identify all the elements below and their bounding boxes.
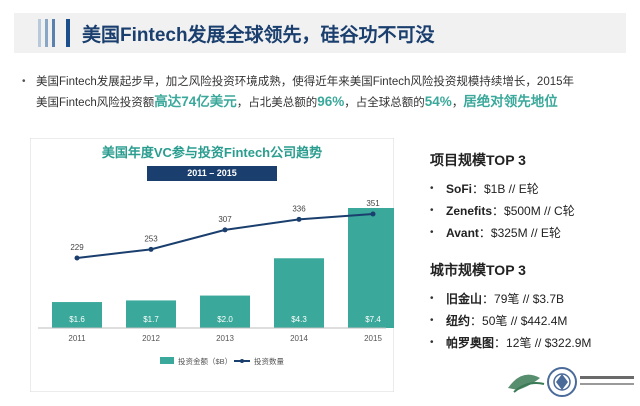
footer-logos	[504, 364, 636, 400]
chart-subtitle: 2011 – 2015	[147, 166, 277, 181]
bar	[200, 295, 250, 328]
bullet-icon: •	[430, 293, 434, 304]
count-point	[296, 216, 302, 222]
count-point	[370, 211, 376, 217]
city-name: 纽约	[446, 314, 471, 328]
intro-highlight-leading: 居绝对领先地位	[463, 94, 558, 109]
project-name: Zenefits	[446, 204, 493, 218]
bar-value-label: $1.6	[69, 315, 85, 324]
title-accent-bar	[66, 19, 70, 47]
bullet-icon: •	[430, 337, 434, 348]
x-tick-label: 2013	[216, 334, 234, 343]
x-tick-label: 2011	[68, 334, 86, 343]
count-value-label: 253	[144, 234, 158, 243]
bar	[126, 300, 176, 328]
bar	[348, 208, 394, 328]
bar-value-label: $2.0	[217, 315, 233, 324]
intro-bullet-icon: •	[22, 76, 26, 87]
list-item: • Avant：$325M // E轮	[430, 222, 630, 244]
project-detail: ：$500M // C轮	[492, 204, 575, 218]
city-name: 旧金山	[446, 292, 483, 306]
legend-swatch-amount	[160, 357, 174, 364]
list-item: • 帕罗奥图：12笔 // $322.9M	[430, 332, 630, 354]
top-cities-heading: 城市规模TOP 3	[430, 262, 526, 278]
bar-value-label: $1.7	[143, 315, 159, 324]
count-point	[74, 255, 80, 261]
city-detail: ：12笔 // $322.9M	[494, 336, 592, 350]
legend-label-amount: 投资金额（$B）	[178, 356, 232, 366]
institute-emblem-icon	[547, 367, 577, 397]
x-tick-label: 2012	[142, 334, 160, 343]
intro-text: 美国Fintech风险投资额	[36, 97, 155, 109]
bullet-icon: •	[430, 205, 434, 216]
intro-line-2: 美国Fintech风险投资额高达74亿美元，占北美总额的96%，占全球总额的54…	[36, 92, 616, 113]
top-projects-heading: 项目规模TOP 3	[430, 152, 526, 168]
count-value-label: 351	[366, 199, 380, 208]
x-tick-label: 2014	[290, 334, 308, 343]
project-detail: ：$1B // E轮	[472, 182, 539, 196]
count-value-label: 307	[218, 215, 232, 224]
slide-title: 美国Fintech发展全球领先，硅谷功不可没	[82, 25, 435, 46]
legend-label-count: 投资数量	[254, 356, 284, 366]
bullet-icon: •	[430, 315, 434, 326]
project-name: SoFi	[446, 182, 472, 196]
bar-value-label: $7.4	[365, 315, 381, 324]
count-value-label: 336	[292, 204, 306, 213]
intro-text: ，	[451, 97, 464, 109]
list-item: • 纽约：50笔 // $442.4M	[430, 310, 630, 332]
intro-text: ，占全球总额的	[344, 97, 425, 109]
bullet-icon: •	[430, 227, 434, 238]
intro-paragraph: • 美国Fintech发展起步早，加之风险投资环境成熟，使得近年来美国Finte…	[22, 72, 616, 113]
list-item: • Zenefits：$500M // C轮	[430, 200, 630, 222]
city-name: 帕罗奥图	[446, 336, 495, 350]
x-tick-label: 2015	[364, 334, 382, 343]
count-value-label: 229	[70, 243, 84, 252]
chart-header: 美国年度VC参与投资Fintech公司趋势 2011 – 2015	[92, 138, 332, 181]
count-point	[222, 227, 228, 233]
intro-highlight-amount: 高达74亿美元	[154, 94, 237, 109]
vc-trend-chart: $1.6 $1.7 $2.0 $4.3 $7.4 2011 2012 2013 2014 2015…	[30, 138, 394, 392]
count-point	[148, 246, 154, 252]
bar	[52, 302, 102, 328]
intro-text: ，占北美总额的	[236, 97, 318, 109]
bullet-icon: •	[430, 183, 434, 194]
city-detail: ：50笔 // $442.4M	[470, 314, 568, 328]
intro-highlight-global-share: 54%	[424, 94, 452, 109]
intro-highlight-na-share: 96%	[317, 94, 345, 109]
list-item: • SoFi：$1B // E轮	[430, 178, 630, 200]
city-detail: ：79笔 // $3.7B	[482, 292, 565, 306]
university-seal-icon	[508, 374, 545, 393]
list-item: • 旧金山：79笔 // $3.7B	[430, 288, 630, 310]
institute-name-mark	[580, 376, 634, 385]
title-stripes-icon	[38, 19, 55, 47]
legend-marker-count	[240, 359, 244, 363]
side-panel: 项目规模TOP 3 • SoFi：$1B // E轮 • Zenefits：$500…	[430, 150, 630, 354]
project-name: Avant	[446, 226, 479, 240]
bar-value-label: $4.3	[291, 315, 307, 324]
project-detail: ：$325M // E轮	[478, 226, 561, 240]
chart-title: 美国年度VC参与投资Fintech公司趋势	[101, 145, 323, 160]
title-bar: 美国Fintech发展全球领先，硅谷功不可没	[14, 13, 626, 53]
logos-canvas	[508, 367, 634, 397]
bar	[274, 258, 324, 328]
intro-line-1: 美国Fintech发展起步早，加之风险投资环境成熟，使得近年来美国Fintech…	[36, 76, 575, 88]
